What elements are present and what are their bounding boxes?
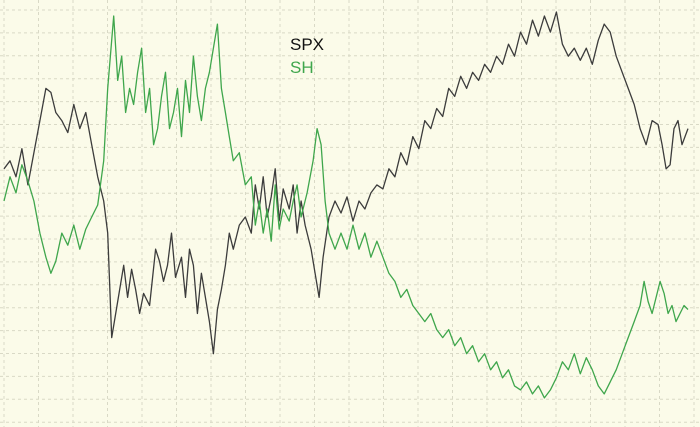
series-layer	[3, 11, 689, 399]
legend-label-spx: SPX	[290, 35, 324, 54]
legend-label-sh: SH	[290, 58, 314, 77]
legend: SPX SH	[290, 35, 324, 77]
series-line-spx	[3, 11, 689, 355]
series-line-sh	[3, 15, 689, 399]
